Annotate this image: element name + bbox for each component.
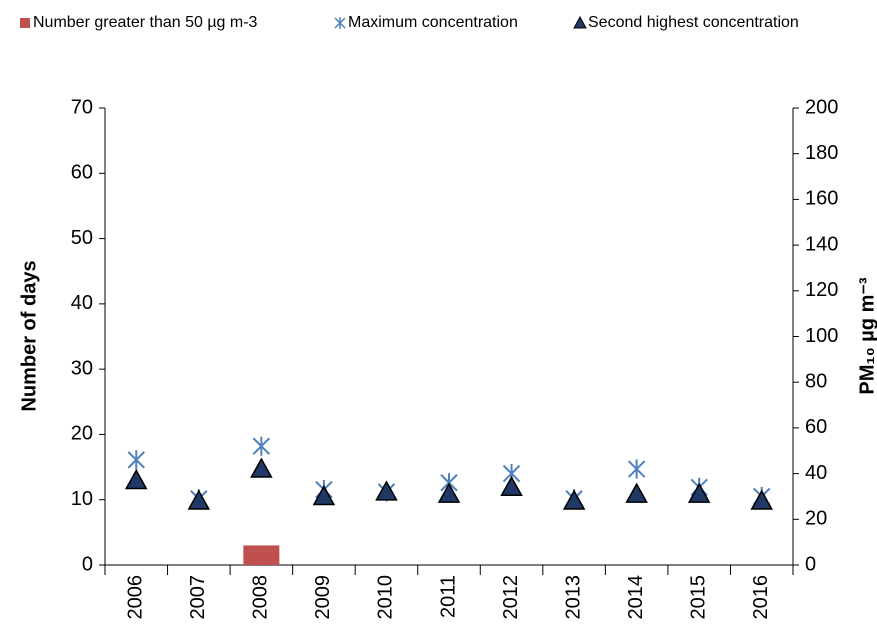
- cross-marker: [627, 459, 646, 479]
- x-tick-label: 2012: [500, 575, 522, 620]
- y2-tick-label: 200: [805, 96, 838, 118]
- cross-marker: [252, 436, 271, 456]
- triangle-marker: [250, 457, 273, 478]
- y-tick-label: 30: [71, 357, 93, 379]
- y-tick-label: 60: [71, 162, 93, 184]
- legend-label: Second highest concentration: [588, 14, 799, 31]
- y-tick-label: 10: [71, 488, 93, 510]
- x-tick-label: 2016: [750, 575, 772, 620]
- x-tick-label: 2015: [687, 575, 709, 620]
- y2-tick-label: 140: [805, 233, 838, 255]
- y2-tick-label: 160: [805, 188, 838, 210]
- y2-axis-label: PM₁₀ µg m⁻³: [856, 277, 877, 394]
- y-axis-label: Number of days: [18, 260, 40, 411]
- y2-tick-label: 120: [805, 279, 838, 301]
- cross-marker: [127, 450, 145, 470]
- triangle-marker: [124, 468, 148, 490]
- bar: [243, 545, 280, 565]
- y-tick-label: 20: [71, 423, 93, 445]
- x-tick-label: 2009: [312, 575, 334, 620]
- x-tick-label: 2014: [625, 575, 647, 620]
- x-tick-label: 2008: [250, 575, 272, 620]
- y2-tick-label: 100: [805, 325, 838, 347]
- triangle-marker: [500, 475, 523, 497]
- x-tick-label: 2011: [437, 575, 459, 618]
- y2-tick-label: 0: [805, 553, 816, 575]
- x-tick-label: 2006: [125, 575, 147, 620]
- x-tick-label: 2010: [375, 575, 397, 620]
- legend-label: Maximum concentration: [348, 14, 518, 31]
- legend-swatch: [573, 15, 587, 29]
- triangle-marker: [625, 482, 648, 503]
- legend-swatch: [334, 17, 346, 29]
- y-tick-label: 40: [71, 292, 93, 314]
- triangle-marker: [437, 482, 461, 503]
- triangle-marker: [375, 480, 398, 501]
- legend-swatch: [20, 18, 30, 28]
- y2-tick-label: 20: [805, 508, 827, 530]
- y2-tick-label: 60: [805, 416, 827, 438]
- x-tick-label: 2007: [187, 575, 209, 620]
- y-tick-label: 50: [71, 227, 93, 249]
- triangle-marker: [187, 489, 211, 510]
- legend-label: Number greater than 50 µg m-3: [33, 14, 258, 31]
- y-tick-label: 0: [82, 553, 93, 575]
- y2-tick-label: 180: [805, 142, 838, 164]
- triangle-marker: [750, 489, 774, 510]
- triangle-marker: [312, 484, 336, 506]
- y2-tick-label: 80: [805, 370, 827, 392]
- x-tick-label: 2013: [562, 575, 584, 620]
- y-tick-label: 70: [71, 96, 93, 118]
- triangle-marker: [687, 482, 711, 503]
- y2-tick-label: 40: [805, 462, 827, 484]
- triangle-marker: [562, 489, 586, 510]
